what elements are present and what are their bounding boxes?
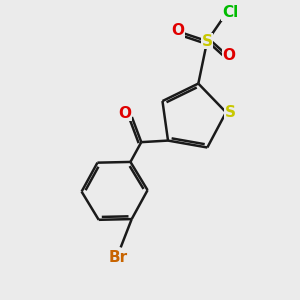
Text: S: S	[202, 34, 213, 49]
Text: Br: Br	[109, 250, 128, 265]
Text: O: O	[171, 22, 184, 38]
Text: O: O	[118, 106, 131, 121]
Text: Cl: Cl	[222, 5, 238, 20]
Text: O: O	[223, 48, 236, 63]
Text: S: S	[225, 105, 236, 120]
